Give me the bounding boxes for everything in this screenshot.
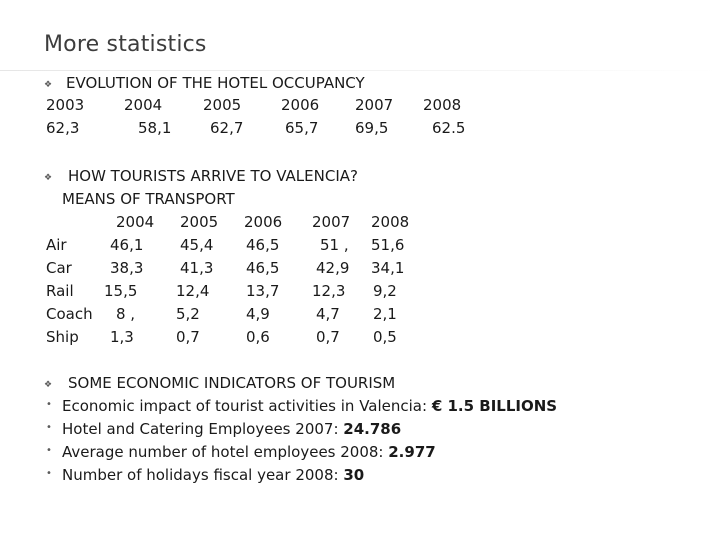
indicator-value: 24.786 — [343, 420, 402, 438]
transport-row: Car 38,3 41,3 46,5 42,9 34,1 — [0, 259, 720, 279]
indicator-text: Number of holidays fiscal year 2008: — [62, 466, 344, 484]
transport-value: 51,6 — [371, 236, 405, 254]
indicator-item: Number of holidays fiscal year 2008: 30 — [62, 466, 364, 484]
bullet-dot-icon: • — [46, 445, 52, 456]
transport-value: 41,3 — [180, 259, 214, 277]
occupancy-values-row: 62,3 58,1 62,7 65,7 69,5 62.5 — [0, 119, 720, 139]
indicator-item: Economic impact of tourist activities in… — [62, 397, 557, 415]
transport-year: 2006 — [244, 213, 283, 231]
occupancy-year: 2003 — [46, 96, 85, 114]
occupancy-value: 62,3 — [46, 119, 80, 137]
transport-mode-label: Coach — [46, 305, 93, 323]
transport-value: 4,7 — [316, 305, 340, 323]
transport-value: 42,9 — [316, 259, 350, 277]
transport-value: 15,5 — [104, 282, 138, 300]
transport-value: 4,9 — [246, 305, 270, 323]
bullet-icon: ❖ — [44, 173, 53, 183]
title-divider — [0, 70, 720, 71]
transport-value: 13,7 — [246, 282, 280, 300]
transport-value: 45,4 — [180, 236, 214, 254]
indicator-value: 30 — [343, 466, 365, 484]
indicator-text: Hotel and Catering Employees 2007: — [62, 420, 344, 438]
transport-row: Coach 8 , 5,2 4,9 4,7 2,1 — [0, 305, 720, 325]
transport-value: 5,2 — [176, 305, 200, 323]
occupancy-year: 2008 — [423, 96, 462, 114]
transport-year: 2005 — [180, 213, 219, 231]
bullet-dot-icon: • — [46, 399, 52, 410]
transport-mode-label: Rail — [46, 282, 74, 300]
occupancy-value: 58,1 — [138, 119, 172, 137]
transport-value: 0,5 — [373, 328, 397, 346]
transport-value: 0,7 — [316, 328, 340, 346]
bullet-dot-icon: • — [46, 422, 52, 433]
transport-value: 0,6 — [246, 328, 270, 346]
transport-heading: HOW TOURISTS ARRIVE TO VALENCIA? — [68, 167, 358, 185]
occupancy-year: 2007 — [355, 96, 394, 114]
occupancy-heading: EVOLUTION OF THE HOTEL OCCUPANCY — [66, 74, 365, 92]
transport-year: 2004 — [116, 213, 155, 231]
transport-value: 46,5 — [246, 259, 280, 277]
occupancy-value: 65,7 — [285, 119, 319, 137]
occupancy-value: 69,5 — [355, 119, 389, 137]
transport-value: 12,3 — [312, 282, 346, 300]
occupancy-years-row: 2003 2004 2005 2006 2007 2008 — [0, 96, 720, 116]
indicator-value: € 1.5 BILLIONS — [431, 397, 558, 415]
transport-value: 51 , — [320, 236, 349, 254]
transport-value: 46,1 — [110, 236, 144, 254]
occupancy-year: 2004 — [124, 96, 163, 114]
transport-row: Ship 1,3 0,7 0,6 0,7 0,5 — [0, 328, 720, 348]
slide-title: More statistics — [44, 32, 207, 57]
occupancy-year: 2006 — [281, 96, 320, 114]
transport-mode-label: Car — [46, 259, 72, 277]
transport-years-row: 2004 2005 2006 2007 2008 — [0, 213, 720, 233]
transport-value: 34,1 — [371, 259, 405, 277]
bullet-icon: ❖ — [44, 80, 53, 90]
transport-mode-label: Air — [46, 236, 67, 254]
indicators-heading: SOME ECONOMIC INDICATORS OF TOURISM — [68, 374, 396, 392]
bullet-icon: ❖ — [44, 380, 53, 390]
indicator-text: Economic impact of tourist activities in… — [62, 397, 432, 415]
occupancy-year: 2005 — [203, 96, 242, 114]
transport-value: 9,2 — [373, 282, 397, 300]
transport-row: Rail 15,5 12,4 13,7 12,3 9,2 — [0, 282, 720, 302]
occupancy-value: 62,7 — [210, 119, 244, 137]
indicator-item: Average number of hotel employees 2008: … — [62, 443, 436, 461]
transport-value: 12,4 — [176, 282, 210, 300]
transport-value: 38,3 — [110, 259, 144, 277]
indicator-item: Hotel and Catering Employees 2007: 24.78… — [62, 420, 401, 438]
transport-year: 2007 — [312, 213, 351, 231]
occupancy-value: 62.5 — [432, 119, 466, 137]
transport-value: 8 , — [116, 305, 136, 323]
transport-mode-label: Ship — [46, 328, 79, 346]
transport-value: 46,5 — [246, 236, 280, 254]
transport-subheading: MEANS OF TRANSPORT — [62, 190, 235, 208]
transport-year: 2008 — [371, 213, 410, 231]
transport-value: 2,1 — [373, 305, 397, 323]
transport-row: Air 46,1 45,4 46,5 51 , 51,6 — [0, 236, 720, 256]
transport-value: 1,3 — [110, 328, 134, 346]
indicator-value: 2.977 — [388, 443, 436, 461]
transport-value: 0,7 — [176, 328, 200, 346]
bullet-dot-icon: • — [46, 468, 52, 479]
indicator-text: Average number of hotel employees 2008: — [62, 443, 389, 461]
